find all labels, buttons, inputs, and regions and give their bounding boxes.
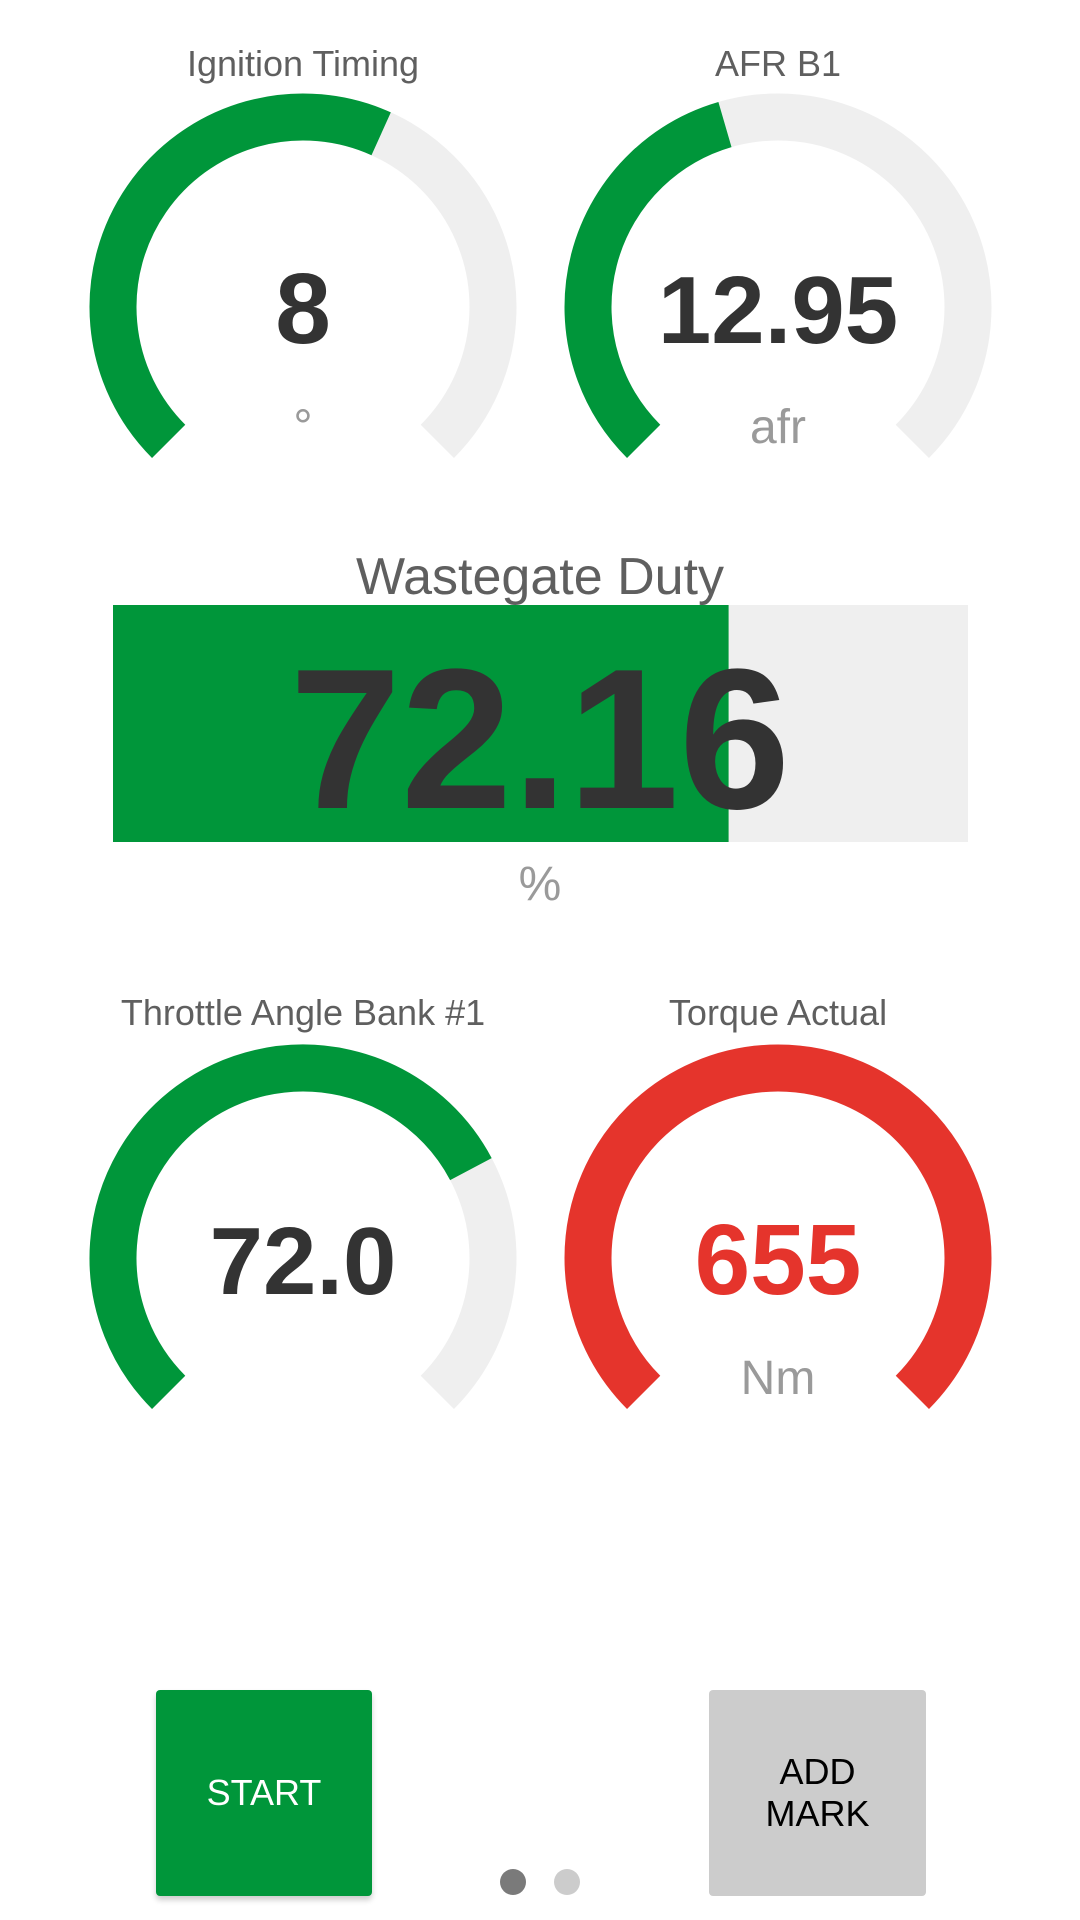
bar-unit: %	[519, 858, 562, 911]
gauge-1: Ignition Timing 8 °	[89, 43, 517, 458]
gauge-value: 12.95	[658, 257, 898, 364]
bar-fill	[113, 605, 729, 842]
gauge-title: Torque Actual	[669, 992, 887, 1033]
gauge-unit: afr	[750, 401, 806, 454]
wastegate-duty-bar: Wastegate Duty 72.16 %	[113, 548, 968, 911]
page-indicator-dot-2[interactable]	[554, 1869, 580, 1895]
page-indicator-dot-1[interactable]	[500, 1869, 526, 1895]
gauge-title: Ignition Timing	[187, 43, 419, 84]
gauge-value: 655	[695, 1204, 862, 1316]
gauge-title: AFR B1	[715, 43, 841, 84]
gauge-title: Throttle Angle Bank #1	[121, 992, 485, 1033]
gauge-unit: Nm	[741, 1352, 816, 1405]
gauge-fill	[89, 1044, 492, 1409]
gauge-unit: °	[293, 401, 312, 454]
gauge-3: Throttle Angle Bank #1 72.0	[89, 992, 517, 1409]
gauge-value: 8	[275, 253, 331, 365]
add-mark-label: ADD MARK	[765, 1751, 870, 1834]
gauge-fill	[564, 1044, 992, 1409]
gauge-fill	[564, 101, 732, 458]
gauge-fill	[89, 93, 391, 458]
gauge-value: 72.0	[210, 1208, 397, 1315]
gauge-2: AFR B1 12.95 afr	[564, 43, 992, 458]
gauge-4: Torque Actual 655 Nm	[564, 992, 992, 1409]
bar-value: 72.16	[290, 628, 791, 851]
start-button[interactable]: START	[156, 1690, 372, 1896]
add-mark-button[interactable]: ADD MARK	[709, 1690, 926, 1896]
bar-title: Wastegate Duty	[356, 548, 724, 606]
